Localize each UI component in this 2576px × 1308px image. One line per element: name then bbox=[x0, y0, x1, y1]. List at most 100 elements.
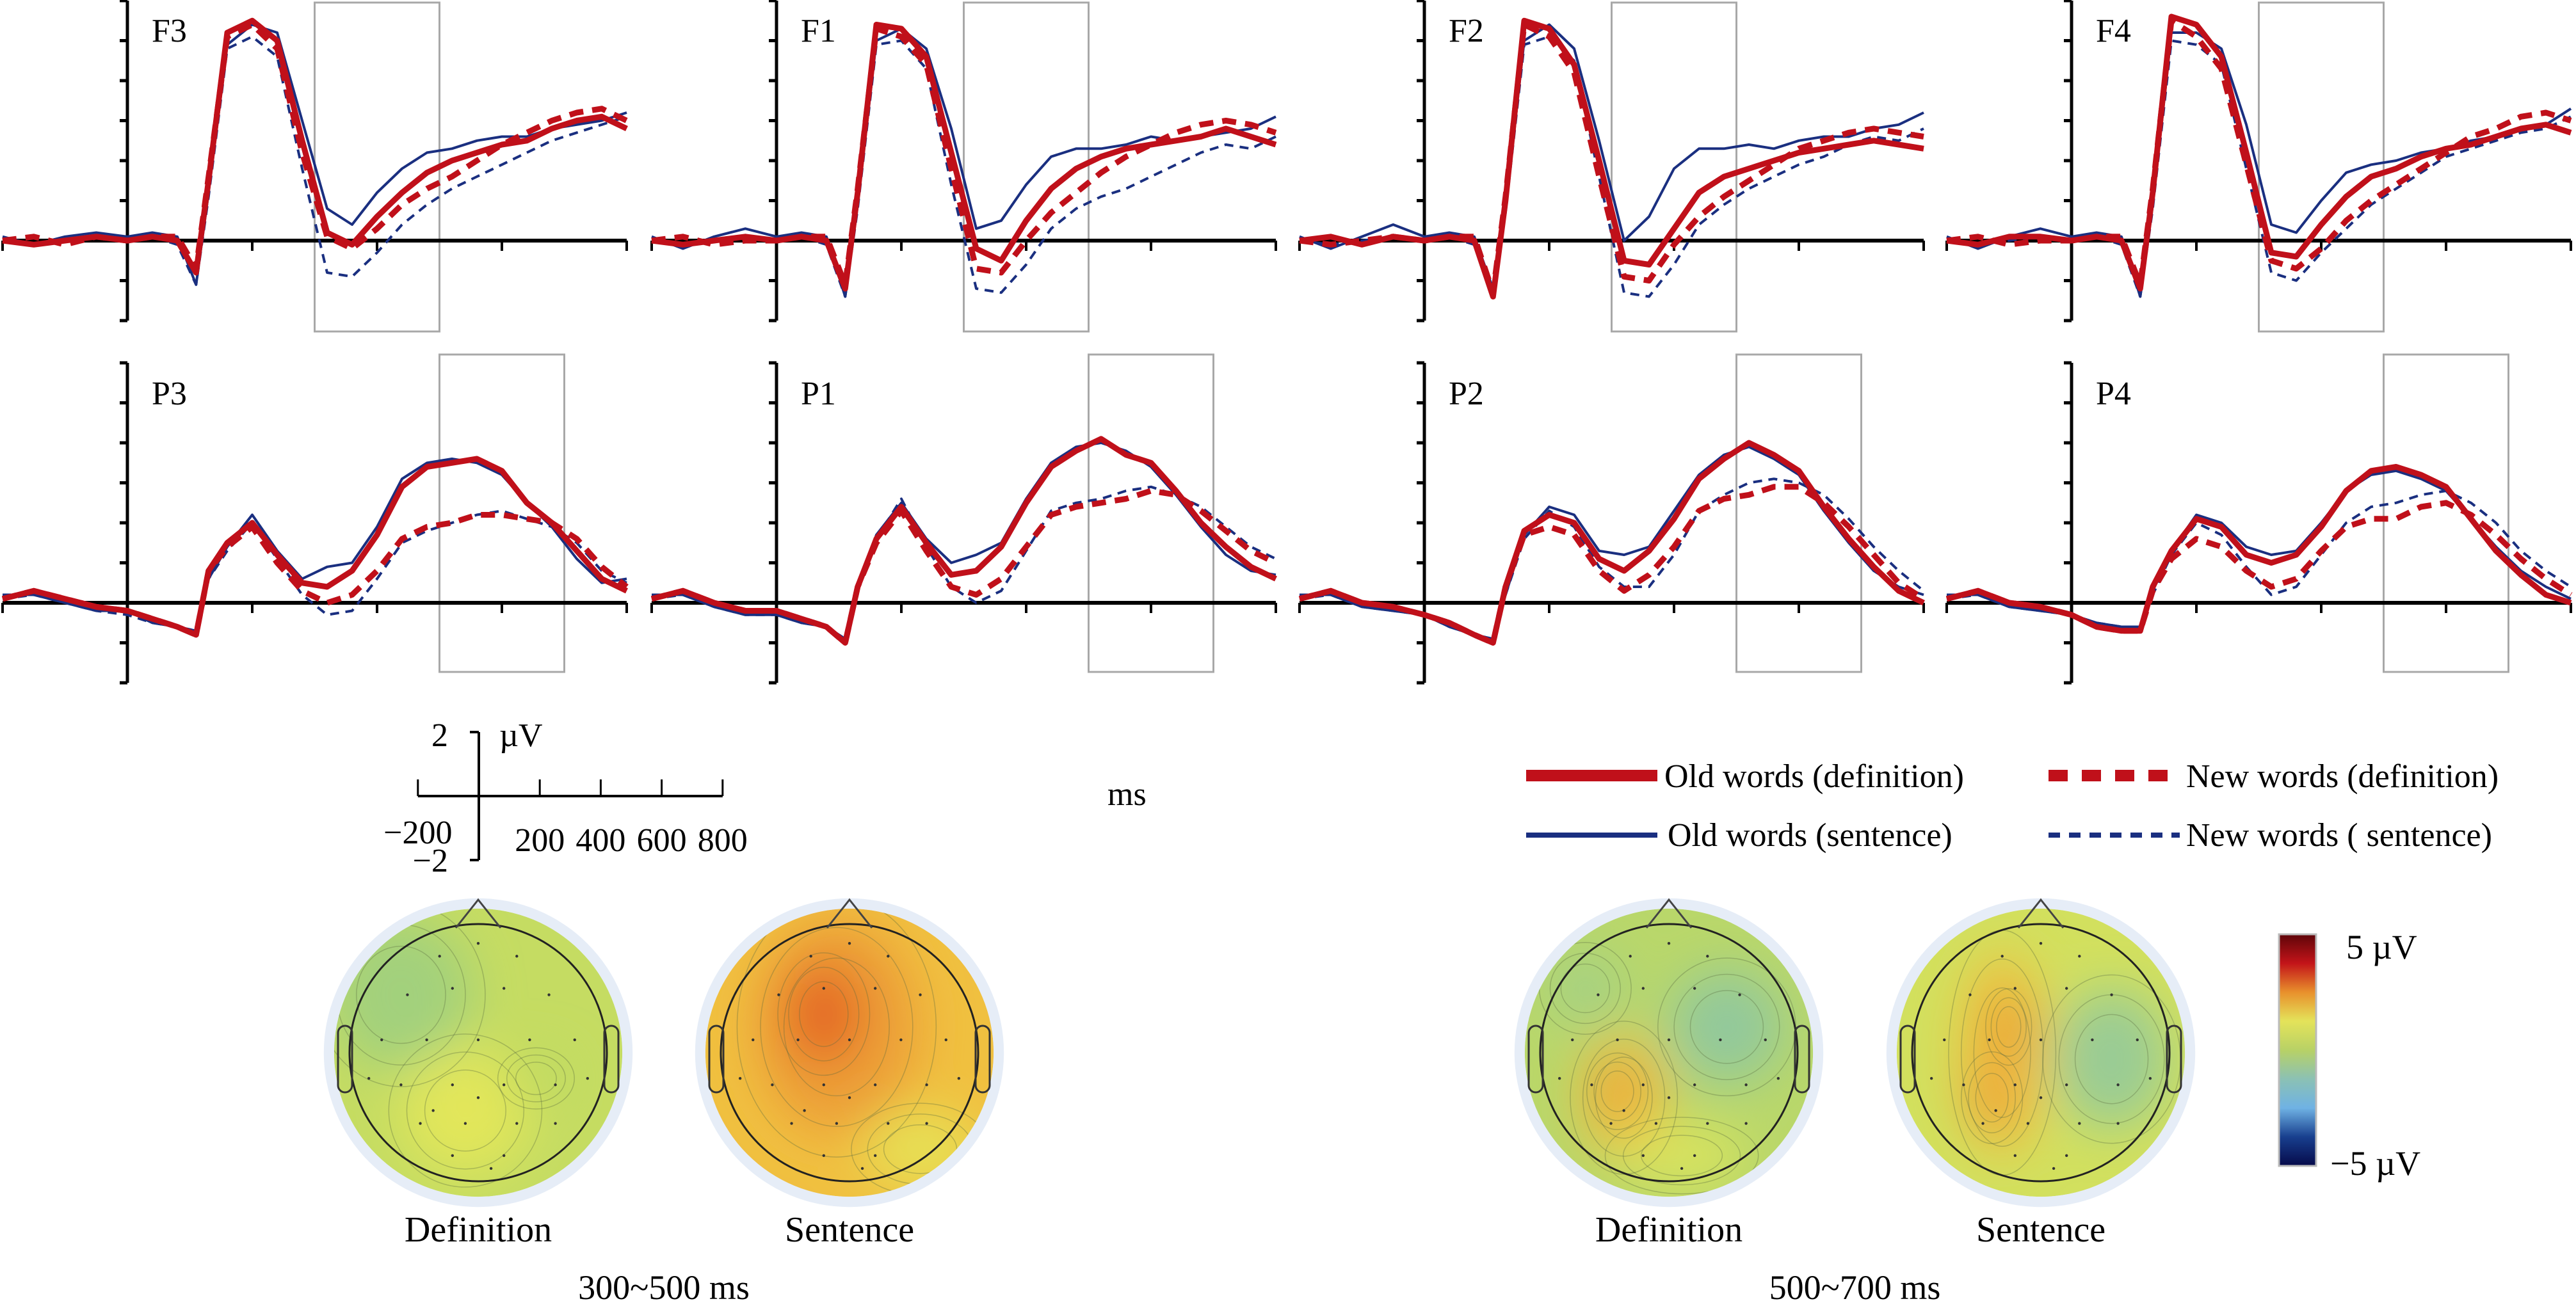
electrode-dot bbox=[1609, 1122, 1613, 1125]
electrode-dot bbox=[547, 993, 551, 996]
legend-label: New words (definition) bbox=[2186, 758, 2499, 795]
panel-label: P2 bbox=[1449, 376, 1484, 412]
scale-x-tick-label: 400 bbox=[576, 822, 625, 859]
electrode-dot bbox=[425, 1038, 428, 1042]
topomap: Sentence bbox=[1886, 898, 2196, 1250]
electrode-dot bbox=[2039, 1096, 2043, 1099]
contour-line bbox=[497, 1047, 575, 1110]
electrode-dot bbox=[503, 1154, 506, 1158]
left-ear-icon bbox=[337, 1025, 353, 1094]
electrode-dot bbox=[887, 1122, 890, 1125]
electrode-dot bbox=[2052, 1167, 2056, 1170]
electrode-dot bbox=[1641, 1083, 1645, 1087]
head-outline bbox=[1539, 923, 1799, 1183]
potential-region bbox=[1547, 950, 1624, 1027]
potential-region bbox=[785, 962, 863, 1066]
electrode-dot bbox=[451, 1083, 454, 1087]
series-line-new-def bbox=[650, 488, 1277, 646]
electrode-dot bbox=[738, 1077, 742, 1080]
series-line-old-sent bbox=[1299, 23, 1924, 290]
right-ear-icon bbox=[603, 1025, 620, 1094]
series-line-old-def bbox=[1, 456, 628, 638]
electrode-dot bbox=[1629, 955, 1632, 958]
electrode-dot bbox=[1994, 1109, 1997, 1112]
electrode-dot bbox=[874, 1083, 877, 1087]
colorbar: 5 µV −5 µV bbox=[2278, 928, 2420, 1183]
panel-label: P3 bbox=[152, 376, 187, 412]
erp-panel-f2: F2 bbox=[1298, 0, 1925, 333]
topomap: Definition bbox=[1514, 898, 1824, 1250]
electrode-dot bbox=[1693, 1083, 1696, 1087]
contour-line bbox=[1996, 1006, 2022, 1048]
panel-label: P4 bbox=[2096, 376, 2131, 412]
electrode-dot bbox=[874, 1154, 877, 1158]
electrode-dot bbox=[1929, 1077, 1933, 1080]
series-line-old-def bbox=[1299, 17, 1924, 299]
contour-line bbox=[1985, 988, 2033, 1066]
head-outline bbox=[720, 923, 979, 1183]
electrode-dot bbox=[1719, 1038, 1722, 1042]
electrode-dot bbox=[1744, 1122, 1748, 1125]
right-ear-icon bbox=[974, 1025, 991, 1094]
electrode-dot bbox=[515, 955, 519, 958]
electrode-dot bbox=[919, 993, 922, 996]
electrode-dot bbox=[771, 1083, 774, 1087]
electrode-dot bbox=[573, 1038, 576, 1042]
electrode-dot bbox=[925, 1122, 928, 1125]
contour-line bbox=[506, 1054, 566, 1103]
erp-panels: F3 F1 F2 F4 P3 P1 P2 P4 bbox=[1, 0, 2573, 685]
electrode-dot bbox=[887, 955, 890, 958]
erp-panel-p1: P1 bbox=[650, 353, 1277, 685]
legend: Old words (definition) New words (definit… bbox=[1526, 758, 2499, 854]
legend-item: New words ( sentence) bbox=[2049, 817, 2492, 854]
electrode-dot bbox=[809, 955, 812, 958]
legend-label: New words ( sentence) bbox=[2186, 817, 2492, 854]
time-window-box bbox=[439, 353, 565, 673]
left-ear-icon bbox=[1899, 1025, 1916, 1094]
electrode-dot bbox=[848, 1096, 851, 1099]
contour-line bbox=[799, 981, 849, 1048]
contour-line bbox=[2074, 1014, 2149, 1105]
head-outline bbox=[1911, 923, 2171, 1183]
nose-icon bbox=[1645, 898, 1693, 929]
contour-line bbox=[1570, 1021, 1678, 1175]
contour-line bbox=[1689, 990, 1764, 1064]
topomap-label: Definition bbox=[405, 1210, 552, 1250]
electrode-dot bbox=[1667, 1038, 1671, 1042]
contour-line bbox=[1600, 1070, 1634, 1112]
electrode-dot bbox=[777, 993, 780, 996]
legend-item: New words (definition) bbox=[2049, 758, 2499, 795]
contour-line bbox=[1990, 997, 2027, 1057]
contour-line bbox=[1975, 1073, 2009, 1123]
electrode-dot bbox=[796, 1038, 800, 1042]
topomap-blobs bbox=[1957, 950, 2169, 1156]
contour-line bbox=[1549, 952, 1621, 1025]
time-window-label: 300~500 ms bbox=[578, 1268, 750, 1307]
panel-label: P1 bbox=[801, 376, 836, 412]
potential-region bbox=[2054, 988, 2169, 1130]
electrode-dot bbox=[2039, 1038, 2043, 1042]
contour-line bbox=[1582, 1039, 1666, 1157]
electrode-dot bbox=[2116, 1083, 2120, 1087]
electrode-dot bbox=[2013, 987, 2017, 990]
contour-line bbox=[406, 1051, 525, 1170]
electrode-dot bbox=[1738, 993, 1741, 996]
potential-region bbox=[1669, 969, 1785, 1085]
electrode-dot bbox=[438, 955, 441, 958]
potential-region bbox=[1617, 1123, 1746, 1188]
potential-region bbox=[504, 1053, 568, 1105]
erp-panel-p4: P4 bbox=[1945, 353, 2573, 685]
electrode-dot bbox=[835, 1122, 839, 1125]
electrode-dot bbox=[1706, 1122, 1709, 1125]
electrode-dot bbox=[1571, 1038, 1574, 1042]
series-line-new-def bbox=[1, 512, 629, 638]
head-outline bbox=[348, 923, 608, 1183]
left-ear-icon bbox=[708, 1025, 725, 1094]
electrode-dot bbox=[1667, 941, 1671, 945]
electrode-dot bbox=[2116, 1122, 2120, 1125]
scale-y-top-label: 2 bbox=[431, 717, 448, 754]
electrode-dot bbox=[528, 1038, 531, 1042]
series-line-new-sent bbox=[1946, 490, 2572, 628]
series-line-old-def bbox=[650, 436, 1277, 646]
